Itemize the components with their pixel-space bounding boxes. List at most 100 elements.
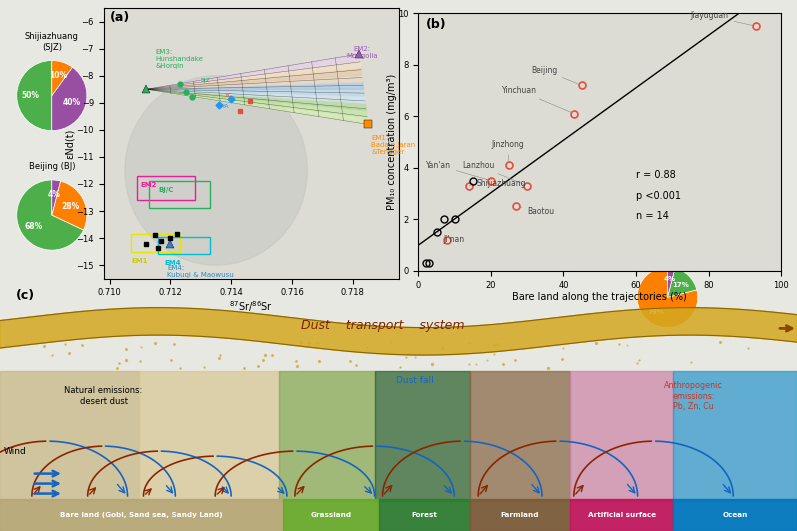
Text: Shijiazhuang: Shijiazhuang (469, 179, 526, 188)
Bar (139, 371, 279, 501)
Polygon shape (146, 89, 368, 124)
Text: 40%: 40% (63, 98, 80, 107)
Text: Yinchuan: Yinchuan (502, 86, 571, 113)
Title: Jinzhong (JZ): Jinzhong (JZ) (642, 251, 693, 260)
Bar (283, 499, 379, 531)
Wedge shape (667, 164, 675, 194)
Text: Forest: Forest (411, 512, 438, 518)
Text: YA: YA (222, 104, 230, 109)
Text: EM4:
Kubuqi & Maowusu: EM4: Kubuqi & Maowusu (167, 266, 234, 278)
Wedge shape (638, 267, 697, 328)
Title: Beijing (BJ): Beijing (BJ) (29, 162, 75, 171)
Text: 28%: 28% (61, 202, 80, 211)
Text: Ji'nan: Ji'nan (437, 232, 465, 244)
Polygon shape (146, 89, 364, 96)
Text: 10%: 10% (49, 71, 68, 80)
X-axis label: $^{87}$Sr/$^{86}$Sr: $^{87}$Sr/$^{86}$Sr (229, 299, 273, 314)
Text: Dust fall: Dust fall (395, 376, 434, 386)
Bar (470, 499, 570, 531)
Bar (570, 499, 673, 531)
Text: (b): (b) (426, 19, 446, 31)
Text: EM4: EM4 (164, 260, 181, 266)
Text: 84%: 84% (650, 207, 667, 213)
Bar (673, 371, 797, 501)
Bar (137, 176, 194, 200)
Text: 79%: 79% (648, 309, 665, 315)
Y-axis label: PM₁₀ concentration (mg/m³): PM₁₀ concentration (mg/m³) (387, 74, 397, 210)
Text: Ocean: Ocean (723, 512, 748, 518)
Text: BJ/C: BJ/C (159, 187, 174, 193)
Bar (673, 499, 797, 531)
Text: Wind: Wind (4, 447, 27, 456)
Text: Anthropogenic
emissions:
Pb, Zn, Cu: Anthropogenic emissions: Pb, Zn, Cu (664, 381, 723, 411)
Text: (c): (c) (16, 289, 35, 302)
Text: n = 14: n = 14 (636, 211, 669, 221)
Text: Yan'an: Yan'an (426, 161, 489, 180)
X-axis label: Bare land along the trajectories (%): Bare land along the trajectories (%) (512, 292, 687, 302)
Bar (0, 371, 139, 501)
Text: 14%: 14% (677, 82, 693, 88)
Text: Jinzhong: Jinzhong (491, 140, 524, 162)
Text: p <0.001: p <0.001 (636, 191, 681, 201)
Wedge shape (52, 67, 87, 131)
Wedge shape (667, 267, 675, 297)
Wedge shape (638, 60, 697, 121)
Polygon shape (146, 89, 367, 110)
Bar (279, 371, 375, 501)
Text: 17%: 17% (672, 281, 689, 287)
Bar (375, 371, 470, 501)
Wedge shape (52, 181, 87, 230)
Bar (159, 237, 210, 254)
Text: 12%: 12% (669, 176, 686, 182)
Title: Shijiazhuang
(SJZ): Shijiazhuang (SJZ) (25, 32, 79, 52)
Text: Artificial surface: Artificial surface (587, 512, 656, 518)
Bar (131, 234, 179, 252)
Y-axis label: εNd(t): εNd(t) (65, 128, 75, 159)
Text: Grassland: Grassland (310, 512, 351, 518)
Text: YC: YC (226, 93, 233, 98)
Text: Farmland: Farmland (501, 512, 540, 518)
Wedge shape (667, 165, 693, 194)
Bar (470, 371, 570, 501)
Text: 73%: 73% (646, 99, 662, 105)
Text: EM1: EM1 (131, 258, 147, 263)
Text: Lanzhou: Lanzhou (462, 161, 524, 185)
Polygon shape (146, 54, 360, 89)
Text: 50%: 50% (22, 91, 40, 100)
Text: 4%: 4% (664, 173, 676, 179)
Text: 4%: 4% (48, 190, 61, 199)
Title: Yan'an (YA): Yan'an (YA) (646, 44, 689, 53)
Bar (379, 499, 470, 531)
Text: Beijing: Beijing (531, 65, 579, 84)
Polygon shape (146, 89, 367, 117)
Wedge shape (52, 61, 73, 96)
Text: Jiayuguan: Jiayuguan (690, 12, 753, 25)
Text: EM1:
Badain Jaran
&Tengger: EM1: Badain Jaran &Tengger (371, 135, 415, 155)
Text: Natural emissions:
desert dust: Natural emissions: desert dust (65, 386, 143, 406)
Text: 4%: 4% (664, 276, 676, 282)
Polygon shape (146, 82, 363, 89)
Ellipse shape (125, 76, 308, 266)
Text: 13%: 13% (666, 71, 683, 76)
Text: Dust    transport    system: Dust transport system (300, 319, 465, 331)
Wedge shape (17, 61, 52, 131)
Wedge shape (667, 268, 697, 297)
Bar (0, 499, 283, 531)
Text: EM2:
Mongolia: EM2: Mongolia (346, 46, 378, 59)
Polygon shape (146, 61, 361, 89)
Text: Baotou: Baotou (519, 207, 555, 216)
Text: Bare land (Gobi, Sand sea, Sandy Land): Bare land (Gobi, Sand sea, Sandy Land) (60, 512, 223, 518)
Wedge shape (52, 180, 61, 215)
Text: (a): (a) (109, 11, 130, 24)
Bar (149, 181, 210, 208)
Wedge shape (638, 164, 697, 224)
Text: 68%: 68% (25, 222, 43, 231)
Wedge shape (667, 70, 697, 94)
Wedge shape (17, 180, 84, 250)
Bar (570, 371, 673, 501)
Polygon shape (146, 75, 363, 89)
Wedge shape (667, 60, 689, 90)
Text: EM3:
Hunshandake
&Horqin: EM3: Hunshandake &Horqin (155, 49, 203, 68)
Title: Yinchuan (YC): Yinchuan (YC) (640, 147, 695, 156)
Text: r = 0.88: r = 0.88 (636, 170, 676, 180)
